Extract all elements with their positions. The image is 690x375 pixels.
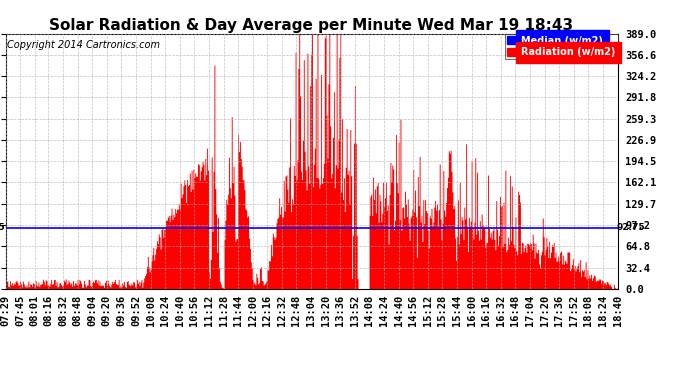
Text: 92.75: 92.75 <box>0 224 6 232</box>
Text: Copyright 2014 Cartronics.com: Copyright 2014 Cartronics.com <box>7 40 160 50</box>
Title: Solar Radiation & Day Average per Minute Wed Mar 19 18:43: Solar Radiation & Day Average per Minute… <box>50 18 573 33</box>
Legend: Median (w/m2), Radiation (w/m2): Median (w/m2), Radiation (w/m2) <box>504 34 618 59</box>
Text: 92.75: 92.75 <box>617 224 645 232</box>
